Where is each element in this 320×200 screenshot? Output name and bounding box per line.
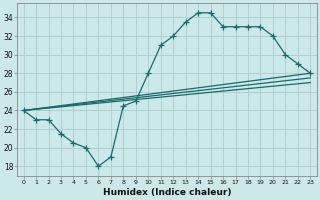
X-axis label: Humidex (Indice chaleur): Humidex (Indice chaleur)	[103, 188, 231, 197]
